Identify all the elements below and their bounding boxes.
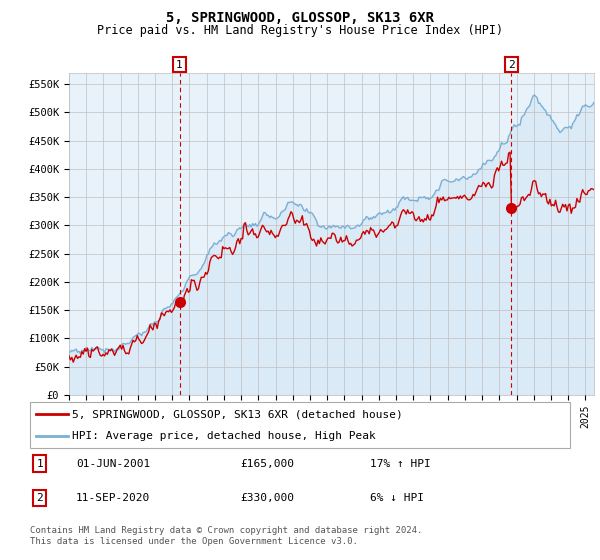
Text: 5, SPRINGWOOD, GLOSSOP, SK13 6XR (detached house): 5, SPRINGWOOD, GLOSSOP, SK13 6XR (detach… [72,409,403,419]
Text: 2: 2 [37,493,43,503]
FancyBboxPatch shape [30,402,570,448]
Text: Price paid vs. HM Land Registry's House Price Index (HPI): Price paid vs. HM Land Registry's House … [97,24,503,36]
Text: 6% ↓ HPI: 6% ↓ HPI [370,493,424,503]
Text: 5, SPRINGWOOD, GLOSSOP, SK13 6XR: 5, SPRINGWOOD, GLOSSOP, SK13 6XR [166,11,434,25]
Text: £330,000: £330,000 [241,493,295,503]
Text: 01-JUN-2001: 01-JUN-2001 [76,459,150,469]
Text: 11-SEP-2020: 11-SEP-2020 [76,493,150,503]
Text: 2: 2 [508,59,515,69]
Text: 1: 1 [37,459,43,469]
Text: 17% ↑ HPI: 17% ↑ HPI [370,459,431,469]
Text: 1: 1 [176,59,183,69]
Text: HPI: Average price, detached house, High Peak: HPI: Average price, detached house, High… [72,431,376,441]
Text: Contains HM Land Registry data © Crown copyright and database right 2024.
This d: Contains HM Land Registry data © Crown c… [30,526,422,546]
Text: £165,000: £165,000 [241,459,295,469]
